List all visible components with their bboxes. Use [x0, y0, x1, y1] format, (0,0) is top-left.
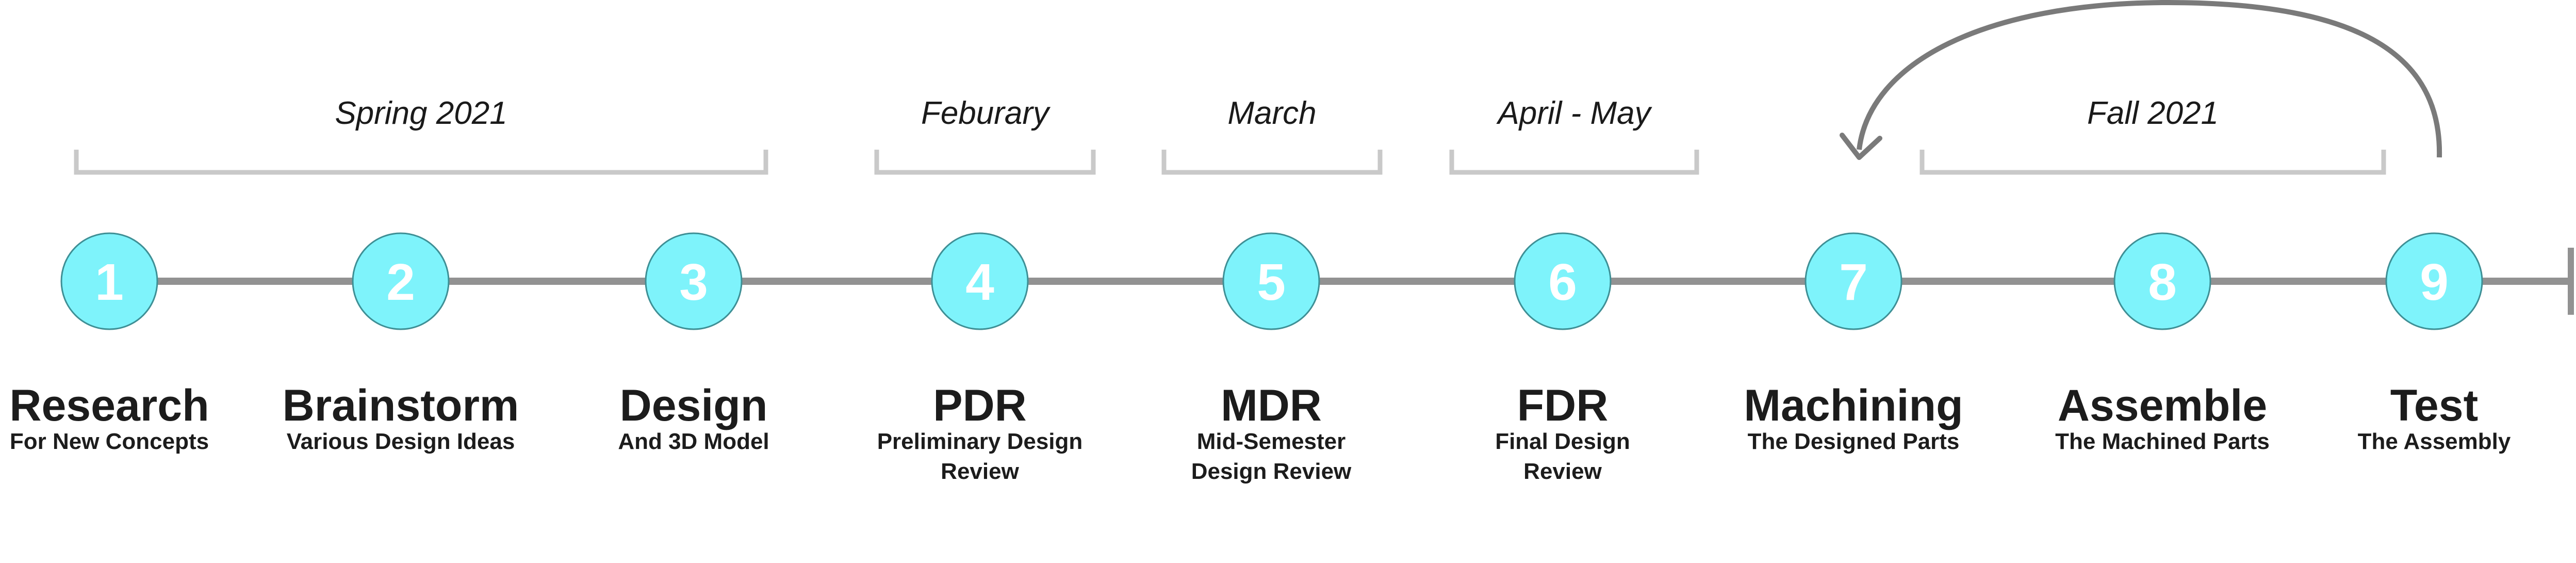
- step-number: 8: [2148, 253, 2177, 311]
- period-label: Feburary: [921, 95, 1051, 131]
- step-number: 6: [1548, 253, 1577, 311]
- step-title: PDR: [933, 381, 1027, 430]
- step-title: Brainstorm: [283, 381, 519, 430]
- step-node: 6: [1514, 232, 1612, 330]
- step-title: Assemble: [2058, 381, 2267, 430]
- step-number: 5: [1257, 253, 1286, 311]
- step-title: Design: [620, 381, 768, 430]
- period-brackets: [74, 150, 2386, 175]
- step-subtitle: Various Design Ideas: [287, 429, 515, 454]
- step-subtitle: Final Design: [1495, 429, 1630, 454]
- period-bracket: [74, 150, 768, 175]
- step-circle: [352, 232, 450, 330]
- step-subtitle: Review: [941, 459, 1019, 484]
- step-title: MDR: [1221, 381, 1322, 430]
- step-node: 4: [931, 232, 1029, 330]
- step-node: 8: [2113, 232, 2211, 330]
- step-title: FDR: [1517, 381, 1609, 430]
- step-node: 3: [645, 232, 743, 330]
- step-node: 7: [1804, 232, 1902, 330]
- step-circle: [2385, 232, 2483, 330]
- step-subtitle: Review: [1523, 459, 1602, 484]
- step-circle: [645, 232, 743, 330]
- step-subtitle: The Assembly: [2358, 429, 2511, 454]
- step-number: 9: [2420, 253, 2449, 311]
- step-subtitle: Design Review: [1191, 459, 1352, 484]
- step-subtitle: The Machined Parts: [2055, 429, 2270, 454]
- step-circle: [1222, 232, 1320, 330]
- step-title: Research: [9, 381, 209, 430]
- period-bracket: [1161, 150, 1383, 175]
- period-label: March: [1227, 95, 1316, 131]
- step-subtitle: The Designed Parts: [1748, 429, 1960, 454]
- step-nodes: 1 2 3 4 5 6 7 8 9: [60, 232, 2483, 330]
- step-title: Machining: [1744, 381, 1963, 430]
- step-node: 9: [2385, 232, 2483, 330]
- period-label: Fall 2021: [2087, 95, 2219, 131]
- period-label: April - May: [1496, 95, 1652, 131]
- step-circle: [931, 232, 1029, 330]
- step-circle: [2113, 232, 2211, 330]
- repeat-loop-arrow: [1840, 0, 2442, 160]
- step-subtitle: Preliminary Design: [877, 429, 1083, 454]
- step-number: 3: [679, 253, 708, 311]
- step-node: 1: [60, 232, 158, 330]
- loop-arrowhead: [1840, 133, 1882, 160]
- step-subtitle: For New Concepts: [10, 429, 209, 454]
- step-subtitle: And 3D Model: [618, 429, 769, 454]
- period-bracket: [1919, 150, 2386, 175]
- step-number: 4: [965, 253, 994, 311]
- step-title: Test: [2390, 381, 2478, 430]
- step-circle: [60, 232, 158, 330]
- step-number: 1: [95, 253, 124, 311]
- step-subtitle: Mid-Semester: [1197, 429, 1346, 454]
- step-number: 2: [386, 253, 415, 311]
- period-label: Spring 2021: [335, 95, 507, 131]
- period-labels: Spring 2021 Feburary March April - May Fall …: [335, 95, 2219, 131]
- step-node: 2: [352, 232, 450, 330]
- loop-arrow-curve: [1857, 0, 2442, 158]
- step-number: 7: [1839, 253, 1868, 311]
- step-node: 5: [1222, 232, 1320, 330]
- period-bracket: [874, 150, 1096, 175]
- step-circle: [1804, 232, 1902, 330]
- period-bracket: [1449, 150, 1699, 175]
- step-circle: [1514, 232, 1612, 330]
